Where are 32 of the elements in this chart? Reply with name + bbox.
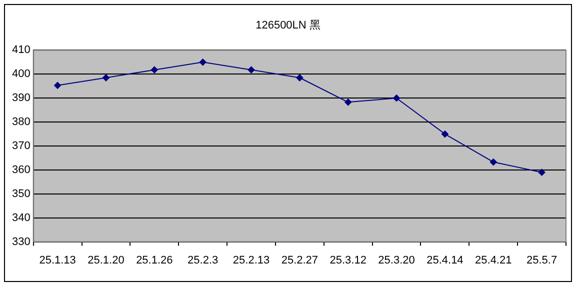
y-tick-label: 390 xyxy=(12,92,30,104)
x-tick-label: 25.1.26 xyxy=(136,254,173,266)
y-tick-label: 350 xyxy=(12,188,30,200)
y-tick-label: 370 xyxy=(12,140,30,152)
y-tick-label: 360 xyxy=(12,164,30,176)
x-tick-label: 25.2.13 xyxy=(232,254,270,266)
x-tick-label: 25.2.27 xyxy=(281,254,318,266)
point xyxy=(393,94,400,102)
point xyxy=(538,168,546,176)
x-tick-label: 25.2.3 xyxy=(188,254,218,266)
y-tick-label: 410 xyxy=(12,44,30,56)
x-tick-label: 25.4.21 xyxy=(475,254,512,266)
y-tick-label: 380 xyxy=(12,116,30,128)
point xyxy=(150,66,158,74)
x-tick-label: 25.3.12 xyxy=(330,254,366,266)
x-tick-label: 25.1.20 xyxy=(88,254,124,266)
y-tick-label: 340 xyxy=(12,212,30,224)
x-tick-label: 25.3.20 xyxy=(378,254,415,266)
x-tick-label: 25.1.13 xyxy=(39,254,76,266)
chart-title: 126500LN 黑 xyxy=(256,20,320,32)
point xyxy=(54,82,62,89)
x-tick-label: 25.4.14 xyxy=(426,254,464,266)
point xyxy=(490,158,497,166)
point xyxy=(344,98,352,106)
y-tick-label: 330 xyxy=(12,236,30,248)
point xyxy=(441,130,448,138)
point xyxy=(248,66,255,74)
y-tick-label: 400 xyxy=(12,68,30,80)
point xyxy=(199,58,206,66)
point xyxy=(296,74,304,82)
point xyxy=(102,74,110,82)
x-tick-label: 25.5.7 xyxy=(526,254,558,266)
